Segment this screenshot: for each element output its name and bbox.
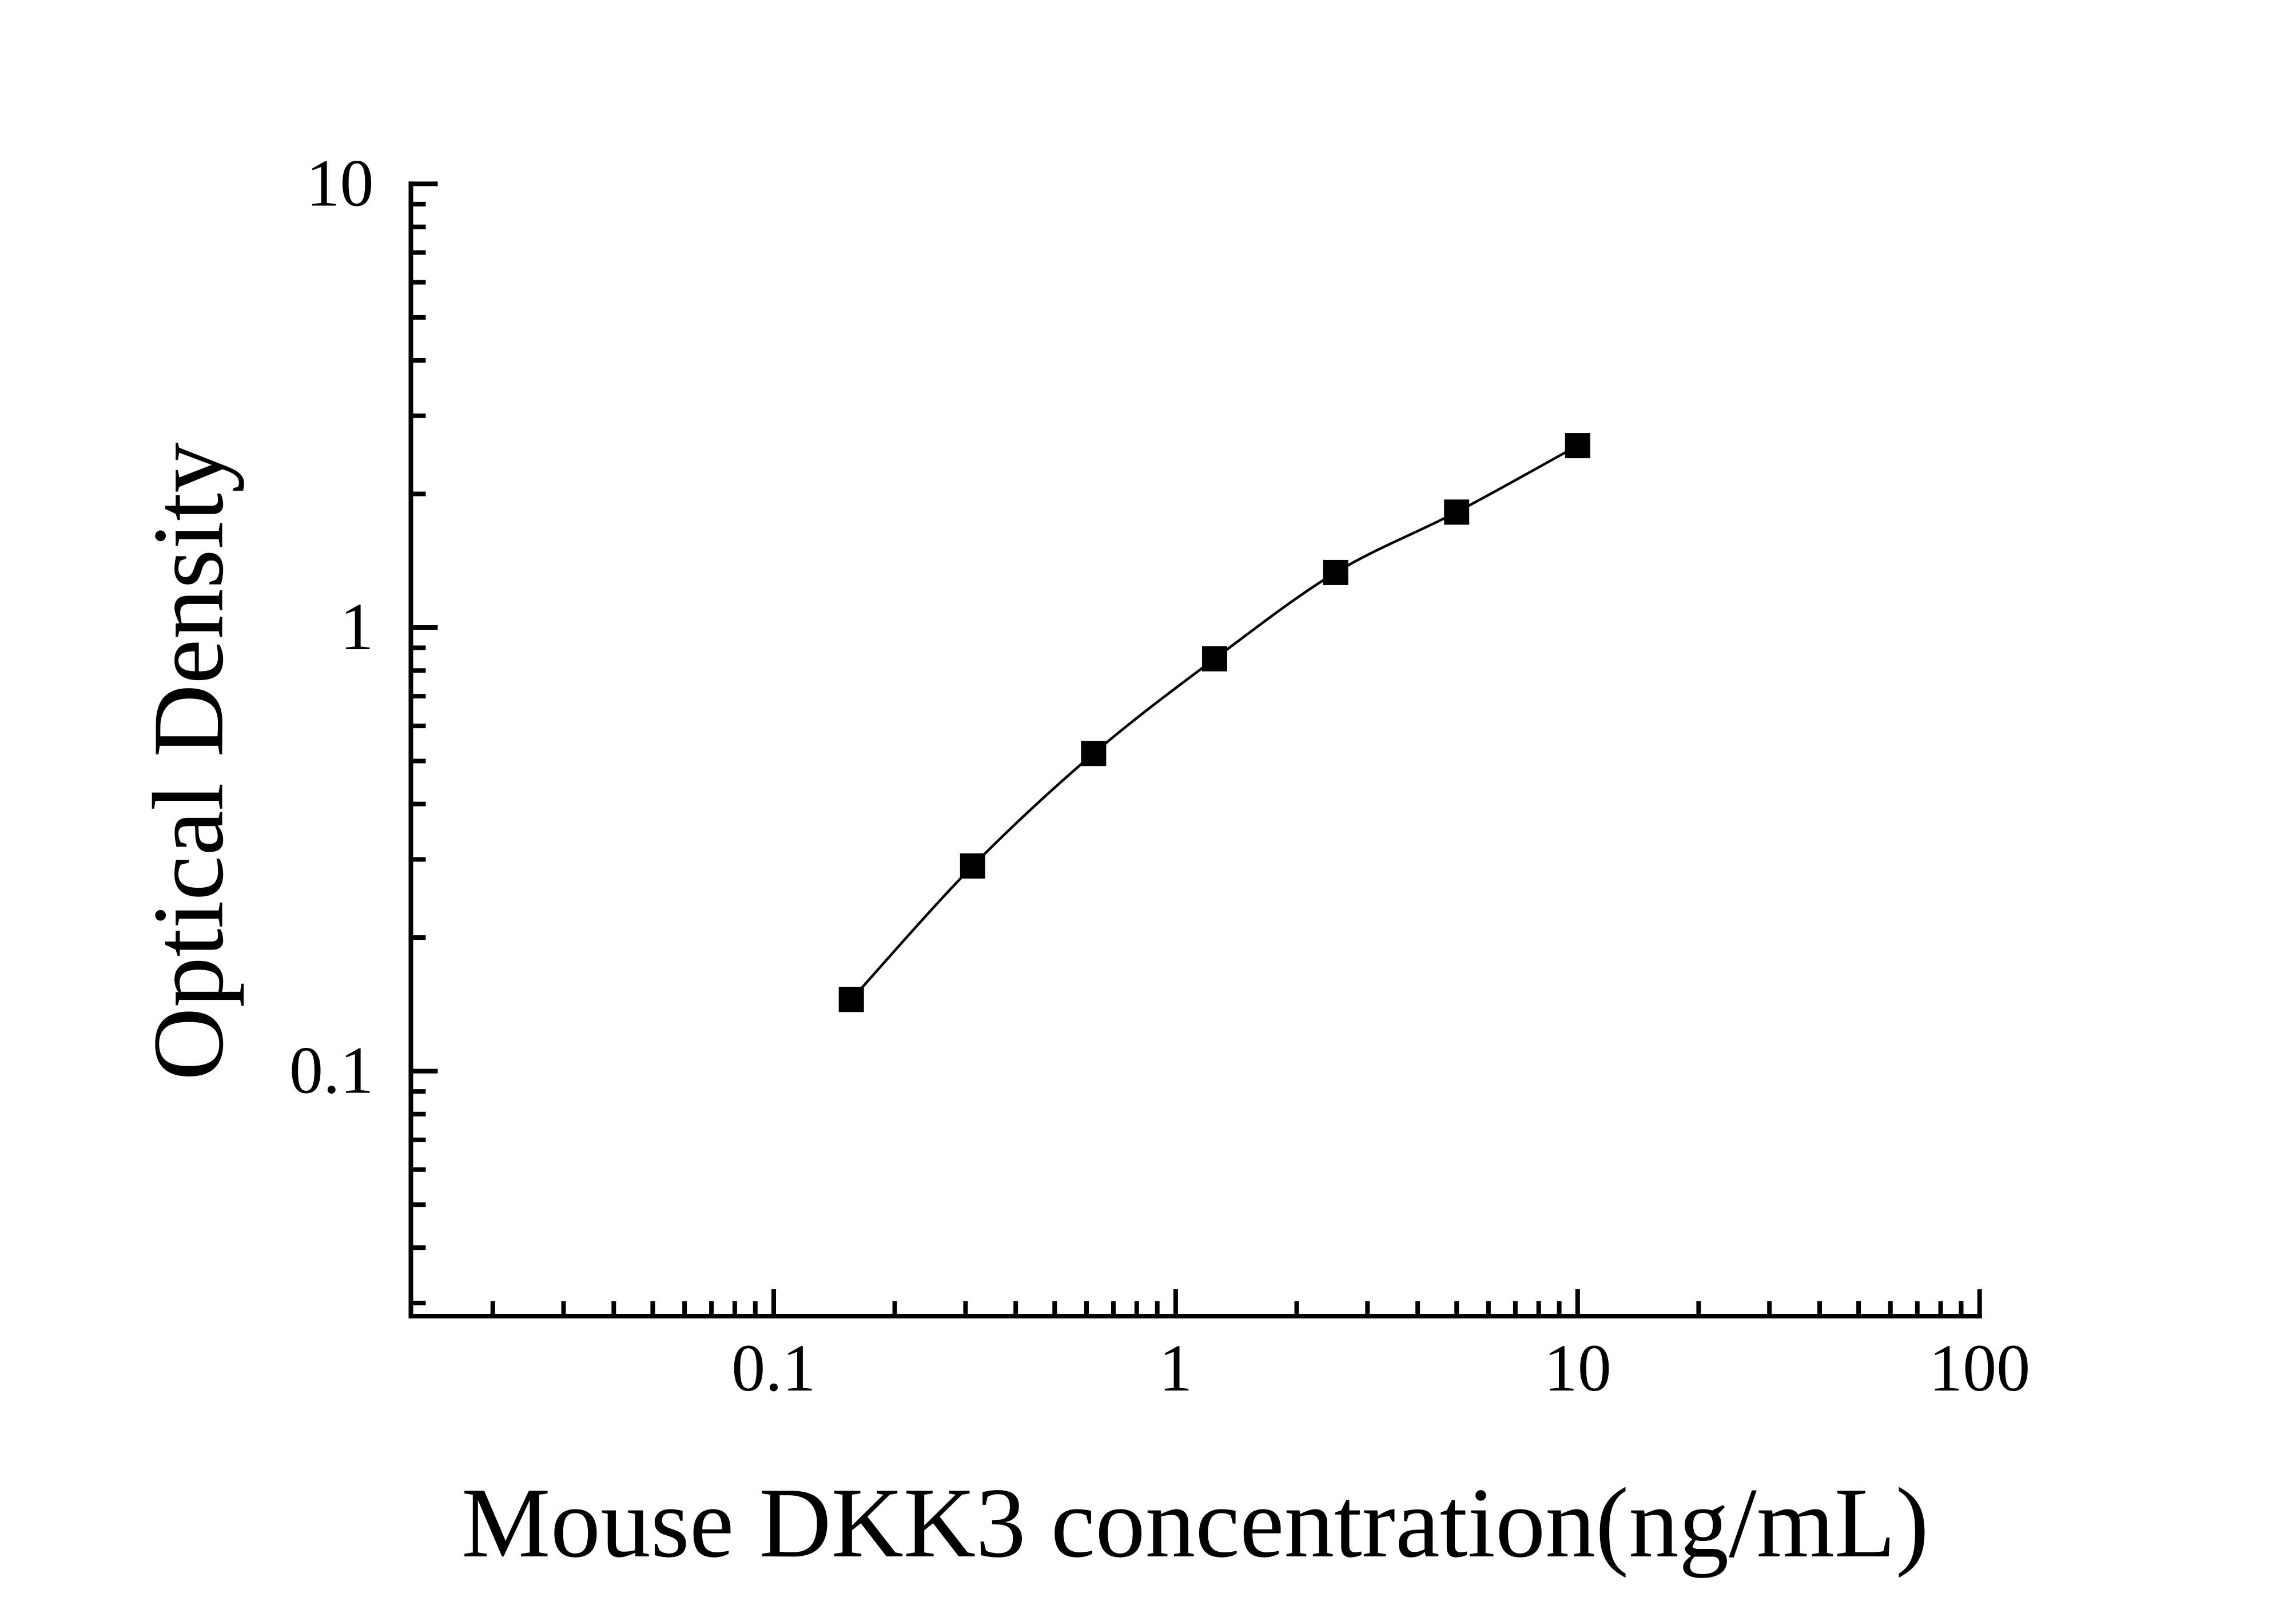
svg-text:100: 100 bbox=[1929, 1330, 2030, 1405]
svg-text:10: 10 bbox=[1544, 1330, 1611, 1405]
svg-text:1: 1 bbox=[1159, 1330, 1192, 1405]
svg-text:0.1: 0.1 bbox=[731, 1330, 816, 1405]
svg-text:0.1: 0.1 bbox=[289, 1033, 374, 1108]
svg-text:Optical Density: Optical Density bbox=[133, 442, 245, 1080]
svg-text:1: 1 bbox=[340, 589, 374, 664]
svg-text:10: 10 bbox=[307, 145, 374, 220]
svg-text:Mouse DKK3 concentration(ng/mL: Mouse DKK3 concentration(ng/mL) bbox=[461, 1467, 1929, 1578]
